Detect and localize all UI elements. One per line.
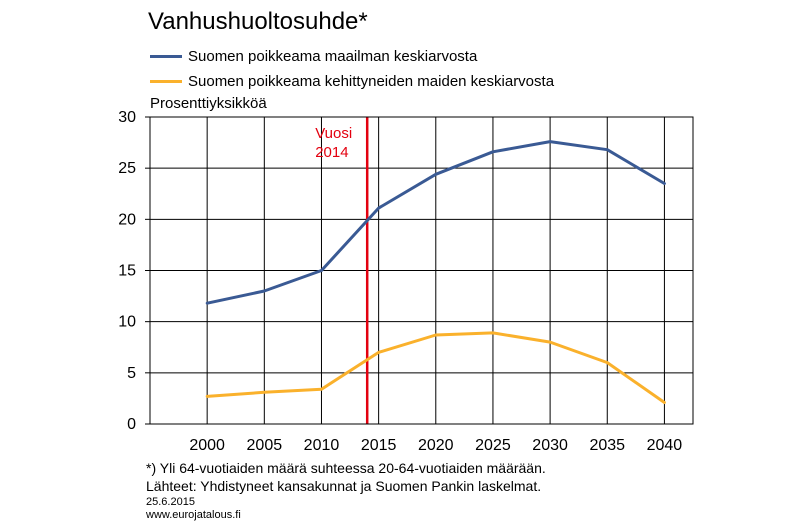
series-layer <box>205 140 666 404</box>
annotation-label-line2: 2014 <box>315 144 348 161</box>
y-tick-label-5: 5 <box>127 365 136 382</box>
grid-layer <box>150 117 693 424</box>
y-tick-label-30: 30 <box>118 109 136 126</box>
footnote-website: www.eurojatalous.fi <box>146 509 241 521</box>
y-tick-label-20: 20 <box>118 211 136 228</box>
footnote-sources: Lähteet: Yhdistyneet kansakunnat ja Suom… <box>146 478 542 494</box>
y-axis-unit-label: Prosenttiyksikköä <box>150 95 267 112</box>
chart-title: Vanhushuoltosuhde* <box>148 8 368 35</box>
y-tick-label-0: 0 <box>127 416 136 433</box>
footnote-definition: *) Yli 64-vuotiaiden määrä suhteessa 20-… <box>146 460 546 476</box>
x-tick-label-2035: 2035 <box>589 437 625 454</box>
legend-item-developed: Suomen poikkeama kehittyneiden maiden ke… <box>150 71 554 91</box>
x-tick-label-2015: 2015 <box>361 437 397 454</box>
y-tick-label-15: 15 <box>118 263 136 280</box>
legend-label-world: Suomen poikkeama maailman keskiarvosta <box>188 47 478 65</box>
x-tick-label-2005: 2005 <box>247 437 283 454</box>
legend-swatch-world <box>150 54 182 58</box>
legend-label-developed: Suomen poikkeama kehittyneiden maiden ke… <box>188 72 555 90</box>
annotation-label-line1: Vuosi <box>315 125 352 142</box>
series-line-0 <box>205 140 666 305</box>
footnote-date: 25.6.2015 <box>146 496 195 508</box>
x-tick-label-2020: 2020 <box>418 437 454 454</box>
y-tick-label-10: 10 <box>118 314 136 331</box>
legend-item-world: Suomen poikkeama maailman keskiarvosta <box>150 46 477 66</box>
x-tick-label-2040: 2040 <box>647 437 683 454</box>
y-tick-label-25: 25 <box>118 160 136 177</box>
x-tick-label-2025: 2025 <box>475 437 511 454</box>
x-tick-label-2030: 2030 <box>532 437 568 454</box>
series-line-1 <box>205 331 666 404</box>
x-tick-label-2010: 2010 <box>304 437 340 454</box>
vline-layer: Vuosi 2014 <box>315 117 369 424</box>
legend-swatch-developed <box>150 79 182 83</box>
x-tick-label-2000: 2000 <box>189 437 225 454</box>
plot-frame <box>149 116 694 425</box>
